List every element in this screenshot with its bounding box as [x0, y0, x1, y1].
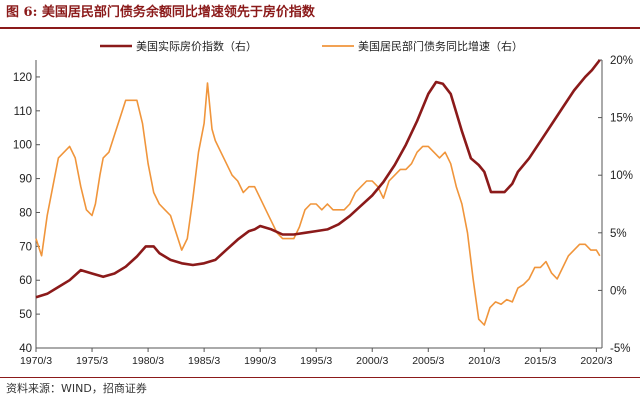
series-lines — [35, 59, 601, 326]
x-tick-label: 1990/3 — [244, 355, 276, 367]
legend-debt-growth-label: 美国居民部门债务同比增速（右） — [358, 39, 523, 53]
x-tick-label: 1980/3 — [132, 355, 164, 367]
left-tick-label: 50 — [19, 309, 32, 321]
left-tick-label: 100 — [13, 140, 32, 152]
x-tick-label: 2005/3 — [412, 355, 444, 367]
source-note: 资料来源：WIND，招商证券 — [6, 382, 147, 395]
legend-house-price-label: 美国实际房价指数（右） — [136, 39, 257, 53]
legend: 美国实际房价指数（右） 美国居民部门债务同比增速（右） — [100, 39, 523, 53]
left-tick-label: 70 — [19, 241, 32, 253]
title-rule — [0, 27, 640, 29]
left-tick-label: 90 — [19, 174, 32, 186]
x-tick-label: 1970/3 — [20, 355, 52, 367]
x-tick-label: 1995/3 — [300, 355, 332, 367]
source-rule — [0, 377, 640, 378]
x-tick-label: 2015/3 — [524, 355, 556, 367]
right-tick-label: 5% — [610, 228, 627, 240]
figure-title-text: 美国居民部门债务余额同比增速领先于房价指数 — [41, 5, 315, 20]
x-tick-label: 1985/3 — [188, 355, 220, 367]
x-tick-label: 2000/3 — [356, 355, 388, 367]
right-tick-label: -5% — [610, 343, 630, 355]
left-tick-label: 120 — [13, 72, 32, 84]
left-tick-label: 60 — [19, 275, 32, 287]
figure-number: 图 6: — [6, 5, 38, 20]
x-tick-label: 2020/3 — [580, 355, 612, 367]
axes: 40 50 60 70 80 90 100 110 120 -5% 0% 5% 10% 15% 20% 197… — [13, 55, 633, 367]
right-tick-label: 10% — [610, 170, 633, 182]
left-tick-label: 80 — [19, 207, 32, 219]
legend-debt-growth: 美国居民部门债务同比增速（右） — [322, 39, 523, 53]
debt-growth-line — [35, 82, 601, 326]
house-price-line — [35, 59, 601, 299]
right-tick-label: 20% — [610, 55, 633, 67]
legend-house-price: 美国实际房价指数（右） — [100, 39, 257, 53]
x-tick-label: 1975/3 — [76, 355, 108, 367]
x-tick-label: 2010/3 — [468, 355, 500, 367]
figure-title: 图 6: 美国居民部门债务余额同比增速领先于房价指数 — [6, 2, 315, 24]
right-tick-label: 15% — [610, 113, 633, 125]
left-tick-label: 110 — [14, 106, 32, 118]
left-tick-label: 40 — [19, 343, 32, 355]
right-tick-label: 0% — [610, 285, 627, 297]
